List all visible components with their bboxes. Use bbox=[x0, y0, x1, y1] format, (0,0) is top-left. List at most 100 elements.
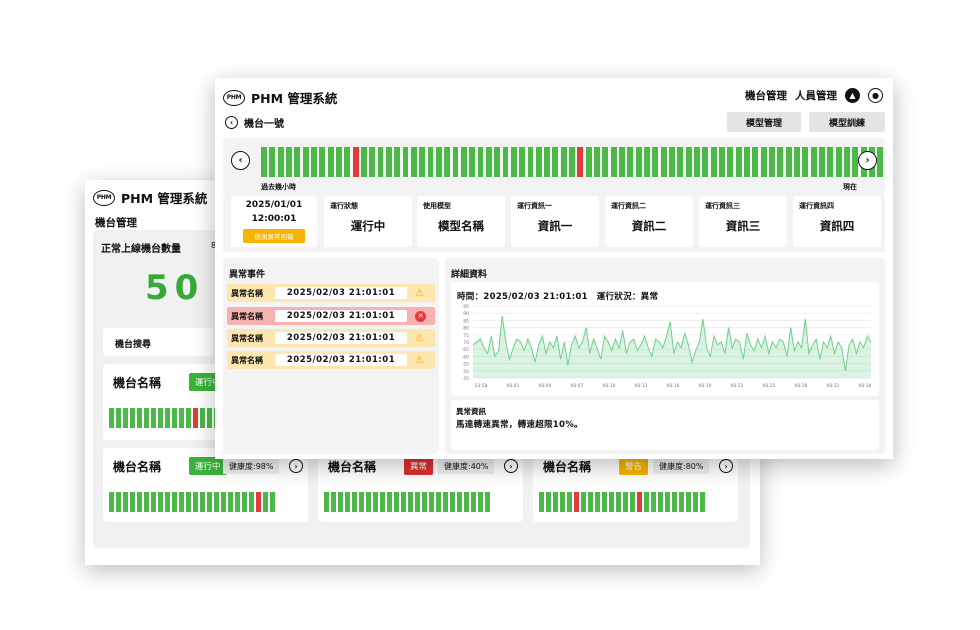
health-segment-ok bbox=[130, 492, 135, 512]
event-time: 2025/02/03 21:01:01 bbox=[275, 287, 407, 299]
timeline-segment-ok bbox=[835, 147, 842, 177]
health-segment-fault bbox=[574, 492, 579, 512]
timeline-segment-ok bbox=[877, 147, 884, 177]
health-segment-ok bbox=[644, 492, 649, 512]
health-segment-ok bbox=[700, 492, 705, 512]
timeline-segment-ok bbox=[519, 147, 526, 177]
timeline-segment-ok bbox=[310, 147, 317, 177]
events-title: 異常事件 bbox=[229, 270, 266, 280]
report-anomaly-button[interactable]: 偵測異常回報 bbox=[243, 229, 305, 243]
event-item[interactable]: 異常名稱 2025/02/03 21:01:01 ⚠ bbox=[227, 329, 435, 347]
health-segment-ok bbox=[221, 492, 226, 512]
timeline-next-icon[interactable]: › bbox=[858, 151, 877, 170]
machine-card[interactable]: 機台名稱 異常 健康度:40% › bbox=[318, 448, 523, 522]
timeline-segment-ok bbox=[585, 147, 592, 177]
timeline-segment-ok bbox=[635, 147, 642, 177]
anomaly-info-text: 馬達轉速異常，轉速超限10%。 bbox=[456, 420, 583, 430]
chart-y-tick-label: 90 bbox=[463, 311, 469, 317]
timeline-segment-ok bbox=[385, 147, 392, 177]
info-value: 模型名稱 bbox=[438, 219, 484, 233]
machine-title-bar: ‹ 機台一號 bbox=[225, 115, 284, 130]
machine-name: 機台名稱 bbox=[113, 460, 162, 474]
timeline-segment-ok bbox=[677, 147, 684, 177]
model-training-button[interactable]: 模型訓練 bbox=[809, 112, 885, 132]
chart-y-tick-label: 85 bbox=[463, 318, 469, 324]
info-card-model: 使用模型 模型名稱 bbox=[417, 196, 505, 247]
timeline-segment-ok bbox=[285, 147, 292, 177]
timeline-end-label: 現在 bbox=[843, 183, 857, 191]
health-segment-ok bbox=[165, 492, 170, 512]
chevron-right-icon[interactable]: › bbox=[504, 459, 518, 473]
health-segment-ok bbox=[200, 492, 205, 512]
warning-icon: ⚠ bbox=[415, 354, 424, 366]
chevron-right-icon[interactable]: › bbox=[719, 459, 733, 473]
machine-card[interactable]: 機台名稱 警告 健康度:80% › bbox=[533, 448, 738, 522]
machine-card[interactable]: 機台名稱 運行中 健康度:98% › bbox=[103, 448, 308, 522]
health-segment-ok bbox=[214, 492, 219, 512]
phm-logo-icon: PHM bbox=[223, 89, 245, 106]
health-segment-ok bbox=[609, 492, 614, 512]
health-segment-ok bbox=[235, 492, 240, 512]
info-card-info1: 運行資訊一 資訊一 bbox=[511, 196, 599, 247]
timeline-segment-ok bbox=[335, 147, 342, 177]
health-segment-ok bbox=[623, 492, 628, 512]
chart-x-tick-label: 00:34 bbox=[859, 383, 872, 389]
timeline-segment-ok bbox=[752, 147, 759, 177]
info-card-info3: 運行資訊三 資訊三 bbox=[699, 196, 787, 247]
date-card: 2025/01/01 12:00:01 偵測異常回報 bbox=[231, 196, 317, 247]
sensor-chart-card: 時間：2025/02/03 21:01:01 運行狀況：異常 45 50 55 60 6… bbox=[451, 282, 879, 396]
bell-icon[interactable]: ▲ bbox=[845, 88, 860, 103]
chart-x-tick-label: 00:22 bbox=[731, 383, 744, 389]
timeline-start-label: 過去幾小時 bbox=[261, 183, 296, 191]
health-value: 健康度:40% bbox=[438, 459, 495, 474]
timeline-segment-ok bbox=[377, 147, 384, 177]
current-date: 2025/01/01 bbox=[245, 200, 303, 210]
event-item[interactable]: 異常名稱 2025/02/03 21:01:01 ⚠ bbox=[227, 284, 435, 302]
timeline-segment-ok bbox=[485, 147, 492, 177]
machine-search-input[interactable]: 機台搜尋 bbox=[103, 328, 213, 356]
timeline-segment-ok bbox=[560, 147, 567, 177]
machine-name: 機台名稱 bbox=[328, 460, 377, 474]
chart-y-tick-label: 60 bbox=[463, 354, 469, 360]
timeline-bar bbox=[261, 147, 884, 177]
health-segment-ok bbox=[324, 492, 329, 512]
user-icon[interactable]: ● bbox=[868, 88, 883, 103]
health-segment-ok bbox=[151, 408, 156, 428]
health-segment-ok bbox=[408, 492, 413, 512]
nav-machine-mgmt[interactable]: 機台管理 bbox=[745, 90, 787, 102]
timeline-segment-ok bbox=[369, 147, 376, 177]
timeline-segment-fault bbox=[352, 147, 359, 177]
back-arrow-icon[interactable]: ‹ bbox=[225, 116, 238, 129]
health-segment-ok bbox=[137, 492, 142, 512]
health-segment-ok bbox=[450, 492, 455, 512]
health-segment-ok bbox=[373, 492, 378, 512]
timeline-segment-ok bbox=[785, 147, 792, 177]
health-segment-ok bbox=[137, 408, 142, 428]
health-segment-ok bbox=[485, 492, 490, 512]
event-item[interactable]: 異常名稱 2025/02/03 21:01:01 ⚠ bbox=[227, 351, 435, 369]
health-segment-ok bbox=[567, 492, 572, 512]
health-segment-ok bbox=[380, 492, 385, 512]
timeline-segment-ok bbox=[544, 147, 551, 177]
event-item[interactable]: 異常名稱 2025/02/03 21:01:01 ✕ bbox=[227, 307, 435, 325]
timeline-segment-ok bbox=[818, 147, 825, 177]
event-time: 2025/02/03 21:01:01 bbox=[275, 354, 407, 366]
timeline-prev-icon[interactable]: ‹ bbox=[231, 151, 250, 170]
health-segment-ok bbox=[144, 492, 149, 512]
chart-x-tick-label: 00:16 bbox=[667, 383, 680, 389]
model-management-button[interactable]: 模型管理 bbox=[727, 112, 801, 132]
health-segment-ok bbox=[457, 492, 462, 512]
health-segment-ok bbox=[338, 492, 343, 512]
timeline-segment-ok bbox=[494, 147, 501, 177]
chevron-right-icon[interactable]: › bbox=[289, 459, 303, 473]
timeline-segment-ok bbox=[477, 147, 484, 177]
info-label: 運行資訊一 bbox=[517, 202, 552, 210]
machine-health-bar bbox=[324, 492, 490, 512]
nav-people-mgmt[interactable]: 人員管理 bbox=[795, 90, 837, 102]
timeline-segment-ok bbox=[261, 147, 267, 177]
timeline-segment-ok bbox=[277, 147, 284, 177]
timeline-segment-ok bbox=[644, 147, 650, 177]
chart-x-tick-label: 00:10 bbox=[603, 383, 616, 389]
online-count-label: 正常上線機台數量 bbox=[101, 244, 181, 255]
timeline-segment-ok bbox=[427, 147, 434, 177]
